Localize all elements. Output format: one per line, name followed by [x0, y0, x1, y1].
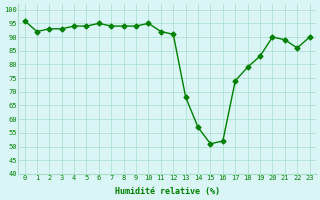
X-axis label: Humidité relative (%): Humidité relative (%)	[115, 187, 220, 196]
